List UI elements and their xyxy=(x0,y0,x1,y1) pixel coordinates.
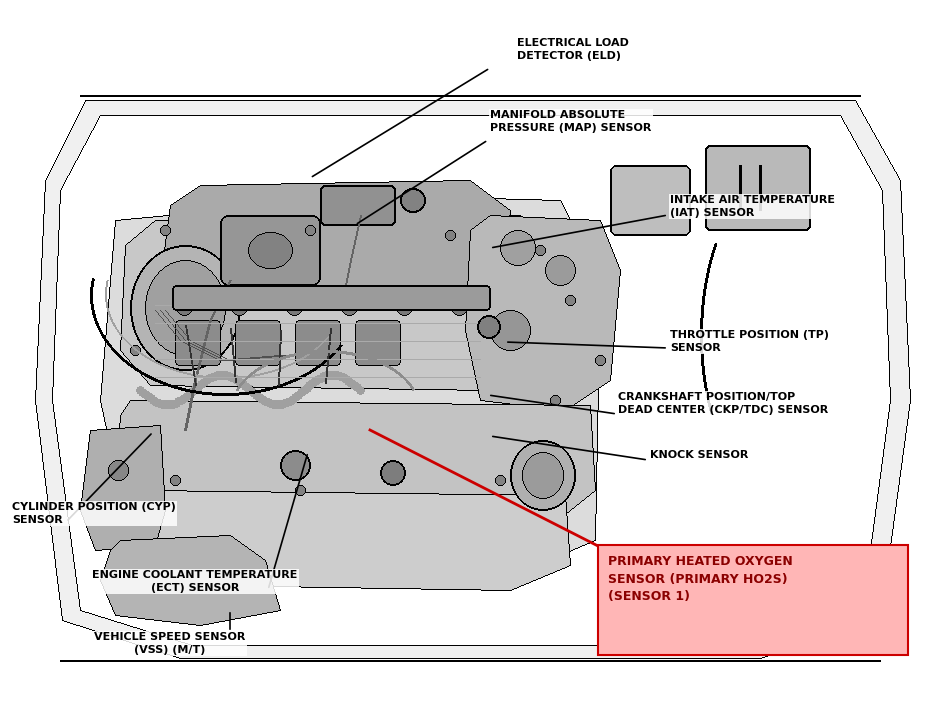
Text: ELECTRICAL LOAD
DETECTOR (ELD): ELECTRICAL LOAD DETECTOR (ELD) xyxy=(517,38,629,61)
FancyBboxPatch shape xyxy=(598,545,908,655)
Text: CYLINDER POSITION (CYP)
SENSOR: CYLINDER POSITION (CYP) SENSOR xyxy=(12,502,176,525)
Text: MANIFOLD ABSOLUTE
PRESSURE (MAP) SENSOR: MANIFOLD ABSOLUTE PRESSURE (MAP) SENSOR xyxy=(490,110,651,132)
Text: VEHICLE SPEED SENSOR
(VSS) (M/T): VEHICLE SPEED SENSOR (VSS) (M/T) xyxy=(94,632,245,654)
Text: KNOCK SENSOR: KNOCK SENSOR xyxy=(650,450,749,460)
Text: ENGINE COOLANT TEMPERATURE
(ECT) SENSOR: ENGINE COOLANT TEMPERATURE (ECT) SENSOR xyxy=(93,570,297,593)
Text: INTAKE AIR TEMPERATURE
(IAT) SENSOR: INTAKE AIR TEMPERATURE (IAT) SENSOR xyxy=(670,195,835,218)
Text: THROTTLE POSITION (TP)
SENSOR: THROTTLE POSITION (TP) SENSOR xyxy=(670,330,829,353)
Text: PRIMARY HEATED OXYGEN
SENSOR (PRIMARY HO2S)
(SENSOR 1): PRIMARY HEATED OXYGEN SENSOR (PRIMARY HO… xyxy=(608,555,793,603)
Text: CRANKSHAFT POSITION/TOP
DEAD CENTER (CKP/TDC) SENSOR: CRANKSHAFT POSITION/TOP DEAD CENTER (CKP… xyxy=(618,392,828,415)
